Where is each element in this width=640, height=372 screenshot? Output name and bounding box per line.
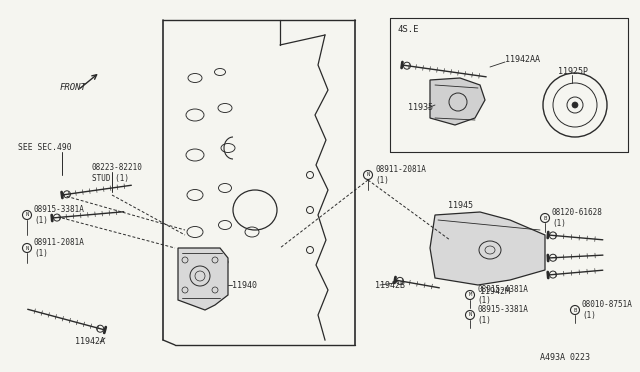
Text: N: N	[26, 246, 29, 250]
Text: 08915-4381A
(1): 08915-4381A (1)	[477, 285, 528, 305]
Text: SEE SEC.490: SEE SEC.490	[18, 144, 72, 153]
Polygon shape	[178, 248, 228, 310]
Text: 11942AA: 11942AA	[505, 55, 540, 64]
Text: A493A 0223: A493A 0223	[540, 353, 590, 362]
Text: M: M	[468, 292, 472, 298]
Polygon shape	[430, 212, 545, 285]
Text: 11935: 11935	[408, 103, 433, 112]
Text: B: B	[573, 308, 577, 312]
Text: 11942M: 11942M	[480, 288, 510, 296]
Text: 11942A: 11942A	[75, 337, 105, 346]
Text: 08911-2081A
(1): 08911-2081A (1)	[375, 165, 426, 185]
Text: 11942B: 11942B	[375, 280, 405, 289]
Text: N: N	[26, 212, 29, 218]
Circle shape	[572, 102, 578, 108]
Text: 11945: 11945	[448, 201, 473, 209]
Text: 11940: 11940	[232, 280, 257, 289]
Text: 08911-2081A
(1): 08911-2081A (1)	[34, 238, 85, 258]
Text: 08915-3381A
(1): 08915-3381A (1)	[477, 305, 528, 325]
Text: FRONT: FRONT	[60, 83, 87, 93]
Text: N: N	[366, 173, 370, 177]
Text: 08915-3381A
(1): 08915-3381A (1)	[34, 205, 85, 225]
Text: 08223-82210
STUD (1): 08223-82210 STUD (1)	[92, 163, 143, 183]
Text: N: N	[468, 312, 472, 317]
Text: 08010-8751A
(1): 08010-8751A (1)	[582, 300, 633, 320]
Polygon shape	[430, 78, 485, 125]
Text: 4S.E: 4S.E	[398, 26, 419, 35]
Text: 11925P: 11925P	[558, 67, 588, 77]
Text: 08120-61628
(1): 08120-61628 (1)	[552, 208, 603, 228]
Text: B: B	[543, 215, 547, 221]
